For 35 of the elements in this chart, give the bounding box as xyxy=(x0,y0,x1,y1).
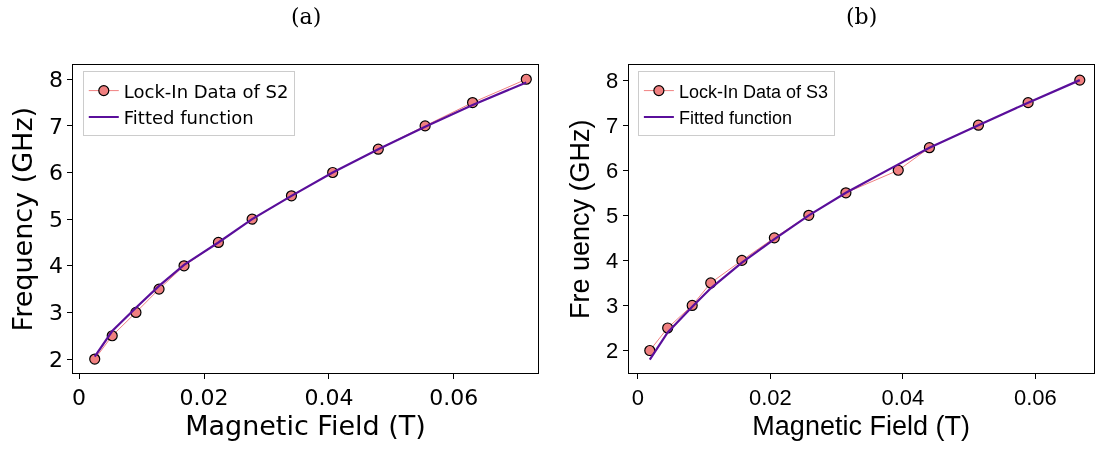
x-tick-label: 0.06 xyxy=(1013,385,1057,411)
y-tick-label: 3 xyxy=(605,293,619,319)
y-tick-label: 8 xyxy=(605,67,619,93)
point xyxy=(89,353,101,365)
y-axis-title: Fre uency (GHz) xyxy=(564,119,595,319)
y-axis-title: Frequency (GHz) xyxy=(7,106,39,332)
x-tick-label: 0.02 xyxy=(179,385,229,411)
x-axis-title: Magnetic Field (T) xyxy=(752,410,970,441)
x-axis-title: Magnetic Field (T) xyxy=(185,410,426,442)
chart-title: (b) xyxy=(846,4,878,29)
y-tick-label: 7 xyxy=(605,112,619,138)
y-tick-label: 3 xyxy=(49,300,64,326)
y-tick-label: 5 xyxy=(49,206,64,232)
x-tick-label: 0 xyxy=(631,385,644,411)
y-tick-label: 7 xyxy=(49,113,64,139)
y-tick-label: 2 xyxy=(605,338,619,364)
x-tick-label: 0.04 xyxy=(304,385,354,411)
legend-label: Lock-In Data of S2 xyxy=(123,80,289,102)
legend-label: Lock-In Data of S3 xyxy=(678,81,828,102)
y-tick-label: 4 xyxy=(49,253,64,279)
chart-title: (a) xyxy=(291,4,322,29)
x-tick-label: 0.06 xyxy=(429,385,479,411)
legend-label: Fitted function xyxy=(123,107,254,129)
y-tick-label: 6 xyxy=(605,157,619,183)
y-tick-label: 5 xyxy=(605,203,619,229)
legend-label: Fitted function xyxy=(678,108,792,129)
x-tick-label: 0.04 xyxy=(881,385,925,411)
y-tick-label: 6 xyxy=(49,160,64,186)
y-tick-label: 4 xyxy=(605,248,619,274)
y-tick-label: 8 xyxy=(49,66,64,92)
x-tick-label: 0 xyxy=(72,385,87,411)
point xyxy=(892,164,904,176)
x-tick-label: 0.02 xyxy=(748,385,792,411)
y-tick-label: 2 xyxy=(49,346,64,372)
point xyxy=(520,73,532,85)
